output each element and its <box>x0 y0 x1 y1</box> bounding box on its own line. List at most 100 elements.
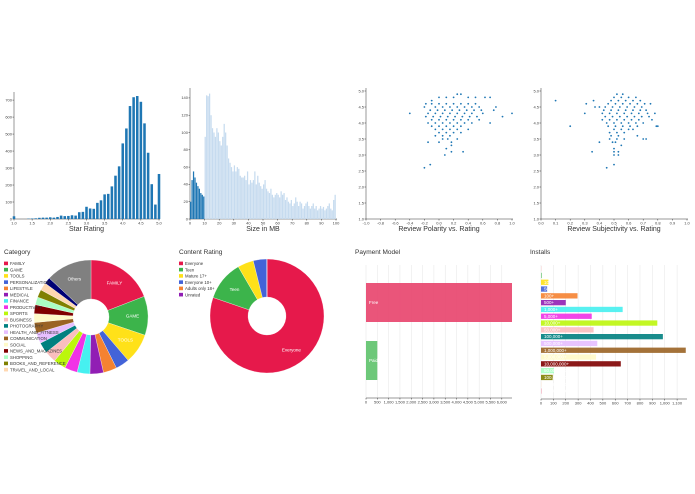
legend-swatch <box>179 261 183 266</box>
scatter-point <box>441 106 444 108</box>
scatter-point <box>436 109 439 112</box>
scatter-point <box>627 128 630 131</box>
scatter-point <box>460 93 462 96</box>
x-tick-label: 1,000 <box>660 401 671 406</box>
scatter-point <box>445 96 448 99</box>
scatter-point <box>443 154 446 156</box>
x-tick-label: 5.0 <box>156 221 162 226</box>
histogram-bar <box>41 217 45 219</box>
scatter-point <box>439 115 442 118</box>
x-tick-label: 1,100 <box>672 401 683 406</box>
scatter-point <box>643 102 646 105</box>
bar <box>541 354 597 360</box>
scatter-point <box>608 112 611 115</box>
scatter-point <box>618 115 621 118</box>
scatter-point <box>434 128 437 131</box>
histogram-bar <box>280 191 282 219</box>
histogram-bar <box>309 208 311 219</box>
histogram-bar <box>59 215 63 219</box>
y-tick-label: 200 <box>5 182 12 187</box>
histogram-bar <box>194 177 196 219</box>
scatter-point <box>452 118 455 121</box>
histogram-bar <box>263 184 265 219</box>
scatter-point <box>637 112 640 115</box>
scatter-point <box>636 125 639 128</box>
histogram-bar <box>279 197 281 219</box>
histogram-bar <box>274 194 276 219</box>
x-tick-label: -0.8 <box>377 221 385 226</box>
scatter-point <box>438 96 440 99</box>
bar-label: 500+ <box>544 300 555 305</box>
histogram-bar <box>30 218 34 219</box>
scatter-point <box>635 122 637 124</box>
payment-model-title: Payment Model <box>355 249 401 256</box>
histogram-bar <box>191 180 193 219</box>
x-tick-label: -0.2 <box>421 221 429 226</box>
histogram-bar <box>271 194 274 219</box>
scatter-point <box>465 109 468 112</box>
scatter-point <box>474 96 477 99</box>
scatter-point <box>616 112 618 115</box>
y-tick-label: 1.0 <box>358 216 364 221</box>
histogram-bar <box>203 196 205 219</box>
legend-item: GAME <box>10 267 23 272</box>
scatter-point <box>492 109 495 112</box>
scatter-point <box>614 102 617 105</box>
x-tick-label: 0 <box>189 221 192 226</box>
histogram-bar <box>88 208 92 219</box>
scatter-point <box>434 112 437 115</box>
histogram-bar <box>208 93 211 219</box>
histogram-bar <box>305 203 307 219</box>
scatter-point <box>427 141 429 144</box>
scatter-point <box>630 118 633 121</box>
histogram-bar <box>293 203 295 219</box>
histogram-bar <box>198 188 201 219</box>
histogram-bar <box>150 184 154 219</box>
scatter-point <box>478 106 481 108</box>
scatter-point <box>460 131 462 134</box>
histogram-bar <box>287 201 290 219</box>
y-tick-label: 100 <box>181 130 188 135</box>
histogram-bar <box>210 115 212 219</box>
scatter-point <box>456 106 459 108</box>
legend-item: Adults only 18+ <box>185 286 215 291</box>
x-tick-label: 0.7 <box>640 221 646 226</box>
histogram-bar <box>190 201 192 219</box>
content-rating-title: Content Rating <box>179 249 223 256</box>
histogram-bar <box>99 200 103 219</box>
histogram-bar <box>308 206 310 219</box>
scatter-point <box>470 106 473 108</box>
scatter-point <box>611 115 614 118</box>
scatter-point <box>617 99 620 102</box>
legend-item: BUSINESS <box>10 317 32 322</box>
bar-label: 100,000,000+ <box>544 375 572 380</box>
scatter-point <box>635 96 637 99</box>
y-tick-label: 60 <box>184 164 189 169</box>
scatter-point <box>478 118 481 121</box>
scatter-point <box>461 115 464 118</box>
scatter-point <box>456 122 459 124</box>
scatter-point <box>452 96 455 99</box>
scatter-point <box>616 138 618 140</box>
scatter-point <box>429 163 432 166</box>
x-tick-label: 3,500 <box>440 400 451 405</box>
scatter-point <box>474 102 477 105</box>
x-tick-label: 700 <box>624 401 631 406</box>
scatter-point <box>620 128 623 131</box>
x-tick-label: 20 <box>217 221 222 226</box>
histogram-bar <box>201 194 203 219</box>
scatter-point <box>624 99 627 102</box>
legend-swatch <box>179 274 183 278</box>
x-tick-label: 4,000 <box>452 400 463 405</box>
legend-swatch <box>179 292 183 297</box>
scatter-point <box>445 147 448 150</box>
histogram-bar <box>328 203 330 219</box>
legend-swatch <box>179 280 183 284</box>
y-tick-label: 4.5 <box>358 104 364 109</box>
scatter-point <box>430 125 433 128</box>
histogram-bar <box>206 95 208 219</box>
histogram-bar <box>302 208 304 219</box>
histogram-bar <box>273 197 275 219</box>
histogram-bar <box>239 175 241 219</box>
legend-item: Unrated <box>185 292 201 297</box>
